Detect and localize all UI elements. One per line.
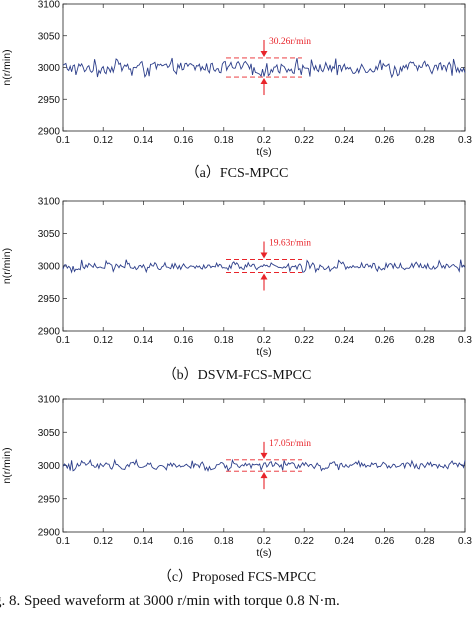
y-tick-label: 3050 xyxy=(38,229,61,240)
x-tick-label: 0.26 xyxy=(375,135,395,146)
x-tick-label: 0.16 xyxy=(174,335,194,346)
arrow-down-head xyxy=(260,452,268,459)
figure-caption: g. 8. Speed waveform at 3000 r/min with … xyxy=(0,593,340,609)
speed-trace xyxy=(62,458,466,473)
y-tick-label: 2950 xyxy=(38,95,61,106)
x-tick-label: 0.3 xyxy=(458,536,472,547)
x-tick-label: 0.1 xyxy=(56,335,70,346)
speed-chart-c: 0.1 0.12 0.14 0.16 0.18 0.2 0.22 0.24 0.26 0.28 0.… xyxy=(1,395,472,560)
x-tick-label: 0.14 xyxy=(134,536,154,547)
y-tick-label: 3100 xyxy=(38,197,61,208)
x-axis-label: t(s) xyxy=(256,146,271,158)
y-tick-label: 3000 xyxy=(38,63,61,74)
x-tick-label: 0.12 xyxy=(93,335,113,346)
x-tick-label: 0.24 xyxy=(335,335,355,346)
x-tick-label: 0.28 xyxy=(415,335,435,346)
x-tick-label: 0.28 xyxy=(415,536,435,547)
speed-trace xyxy=(62,259,466,274)
x-axis-label: t(s) xyxy=(256,346,271,358)
x-tick-label: 0.12 xyxy=(93,536,113,547)
y-tick-label: 3000 xyxy=(38,262,61,273)
x-tick-label: 0.1 xyxy=(56,135,70,146)
y-axis-label: n(r/min) xyxy=(1,248,13,284)
x-axis-label: t(s) xyxy=(256,547,271,559)
y-axis-label: n(r/min) xyxy=(1,447,13,483)
arrow-down-head xyxy=(260,252,268,259)
speed-chart-b: 0.1 0.12 0.14 0.16 0.18 0.2 0.22 0.24 0.26 0.28 0.… xyxy=(1,197,472,359)
ripple-value-label: 17.05r/min xyxy=(269,439,311,449)
speed-chart-a: 0.1 0.12 0.14 0.16 0.18 0.2 0.22 0.24 0.26 0.28 0.… xyxy=(1,0,472,158)
arrow-up-head xyxy=(260,472,268,479)
x-tick-label: 0.12 xyxy=(93,135,113,146)
x-tick-label: 0.26 xyxy=(375,536,395,547)
y-tick-label: 2900 xyxy=(38,528,61,539)
y-tick-label: 2950 xyxy=(38,294,61,305)
y-tick-label: 3050 xyxy=(38,31,61,42)
arrow-up-head xyxy=(260,78,268,85)
x-tick-label: 0.18 xyxy=(214,135,234,146)
panel-a-caption: （a）FCS-MPCC xyxy=(185,166,289,181)
x-tick-label: 0.18 xyxy=(214,335,234,346)
x-tick-label: 0.28 xyxy=(415,135,435,146)
x-tick-label: 0.16 xyxy=(174,135,194,146)
x-tick-label: 0.2 xyxy=(257,135,271,146)
panel-b-caption: （b）DSVM-FCS-MPCC xyxy=(162,368,312,383)
x-tick-label: 0.1 xyxy=(56,536,70,547)
plot-frame xyxy=(62,398,466,533)
x-tick-label: 0.18 xyxy=(214,536,234,547)
x-tick-label: 0.22 xyxy=(294,536,314,547)
x-tick-label: 0.2 xyxy=(257,536,271,547)
y-axis-label: n(r/min) xyxy=(1,49,13,85)
y-tick-label: 3100 xyxy=(38,0,61,11)
arrow-down-head xyxy=(260,50,268,57)
plot-frame xyxy=(62,200,466,332)
speed-trace xyxy=(62,57,466,79)
x-tick-label: 0.26 xyxy=(375,335,395,346)
x-tick-label: 0.3 xyxy=(458,135,472,146)
x-tick-label: 0.22 xyxy=(294,335,314,346)
y-tick-label: 3050 xyxy=(38,428,61,439)
panel-c-caption: （c）Proposed FCS-MPCC xyxy=(157,570,317,585)
x-tick-label: 0.14 xyxy=(134,335,154,346)
x-tick-label: 0.14 xyxy=(134,135,154,146)
y-tick-label: 3100 xyxy=(38,395,61,406)
x-tick-label: 0.22 xyxy=(294,135,314,146)
y-tick-label: 2900 xyxy=(38,127,61,138)
x-tick-label: 0.24 xyxy=(335,135,355,146)
ripple-value-label: 30.26r/min xyxy=(269,37,311,47)
y-tick-label: 2900 xyxy=(38,327,61,338)
x-tick-label: 0.2 xyxy=(257,335,271,346)
y-tick-label: 2950 xyxy=(38,494,61,505)
x-tick-label: 0.16 xyxy=(174,536,194,547)
arrow-up-head xyxy=(260,273,268,280)
y-tick-label: 3000 xyxy=(38,461,61,472)
x-tick-label: 0.24 xyxy=(335,536,355,547)
ripple-value-label: 19.63r/min xyxy=(269,239,311,249)
x-tick-label: 0.3 xyxy=(458,335,472,346)
